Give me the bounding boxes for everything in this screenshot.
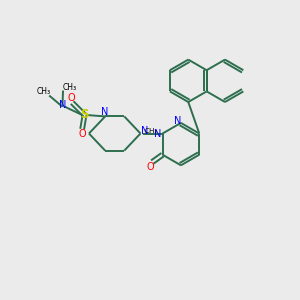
Text: N: N — [154, 128, 162, 139]
Text: S: S — [80, 109, 89, 122]
Text: N: N — [59, 100, 66, 110]
Text: N: N — [101, 107, 108, 117]
Text: CH₃: CH₃ — [62, 83, 76, 92]
Text: CH₂: CH₂ — [145, 128, 158, 134]
Text: O: O — [147, 162, 154, 172]
Text: N: N — [174, 116, 181, 126]
Text: CH₃: CH₃ — [37, 87, 51, 96]
Text: O: O — [78, 129, 86, 139]
Text: N: N — [141, 126, 148, 136]
Text: O: O — [68, 93, 75, 103]
